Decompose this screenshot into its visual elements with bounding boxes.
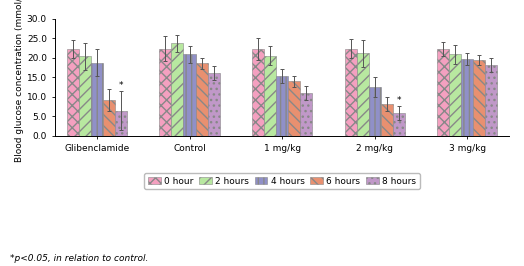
Bar: [276, 76, 288, 136]
Bar: [357, 53, 369, 136]
Text: *: *: [397, 96, 401, 105]
Bar: [449, 55, 461, 136]
Bar: [264, 56, 276, 136]
Bar: [115, 111, 127, 136]
Legend: 0 hour, 2 hours, 4 hours, 6 hours, 8 hours: 0 hour, 2 hours, 4 hours, 6 hours, 8 hou…: [145, 173, 420, 189]
Bar: [79, 56, 91, 136]
Bar: [252, 49, 264, 136]
Bar: [369, 87, 381, 136]
Bar: [103, 100, 115, 136]
Bar: [393, 113, 405, 136]
Bar: [473, 60, 485, 136]
Bar: [300, 93, 312, 136]
Text: *p<0.05, in relation to control.: *p<0.05, in relation to control.: [10, 254, 149, 263]
Bar: [208, 73, 220, 136]
Y-axis label: Blood glucose concentration (mmol/l): Blood glucose concentration (mmol/l): [15, 0, 24, 162]
Bar: [171, 44, 183, 136]
Bar: [183, 55, 195, 136]
Text: *: *: [119, 81, 123, 90]
Bar: [91, 63, 103, 136]
Bar: [485, 65, 497, 136]
Bar: [437, 49, 449, 136]
Bar: [195, 63, 208, 136]
Bar: [345, 49, 357, 136]
Bar: [288, 81, 300, 136]
Bar: [67, 49, 79, 136]
Bar: [159, 49, 171, 136]
Bar: [381, 105, 393, 136]
Bar: [461, 59, 473, 136]
